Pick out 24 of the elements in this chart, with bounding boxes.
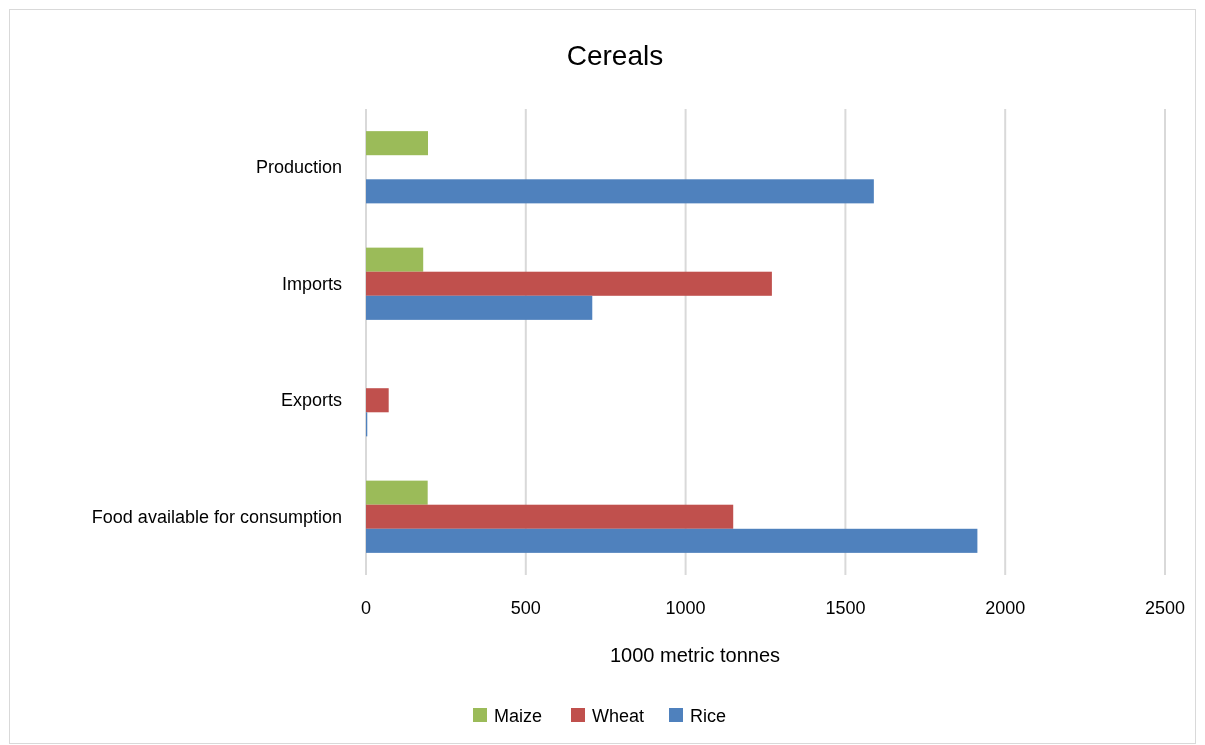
y-tick-label: Imports: [281, 273, 342, 294]
x-axis-title: 1000 metric tonnes: [609, 644, 781, 666]
x-tick-label: 2500: [1144, 598, 1186, 618]
bar: [366, 247, 424, 272]
x-tick-label: 0: [360, 598, 372, 618]
bar: [366, 504, 734, 529]
bar: [366, 295, 593, 320]
chart-title: Cereals: [566, 40, 664, 71]
legend-label: Rice: [690, 706, 727, 726]
x-tick-label: 1000: [665, 598, 706, 618]
y-tick-label: Exports: [280, 390, 342, 411]
x-tick-label: 2000: [985, 598, 1026, 618]
bar: [366, 480, 428, 505]
legend-label: Wheat: [592, 706, 645, 726]
bar: [366, 271, 772, 296]
x-tick-label: 500: [510, 598, 541, 618]
y-tick-label: Food available for consumption: [91, 506, 342, 527]
x-tick-label: 1500: [825, 598, 866, 618]
bar: [366, 179, 874, 204]
bar: [366, 131, 428, 156]
bar: [366, 388, 389, 413]
bar: [366, 528, 978, 553]
legend-label: Maize: [494, 706, 543, 726]
y-tick-label: Production: [255, 157, 342, 178]
